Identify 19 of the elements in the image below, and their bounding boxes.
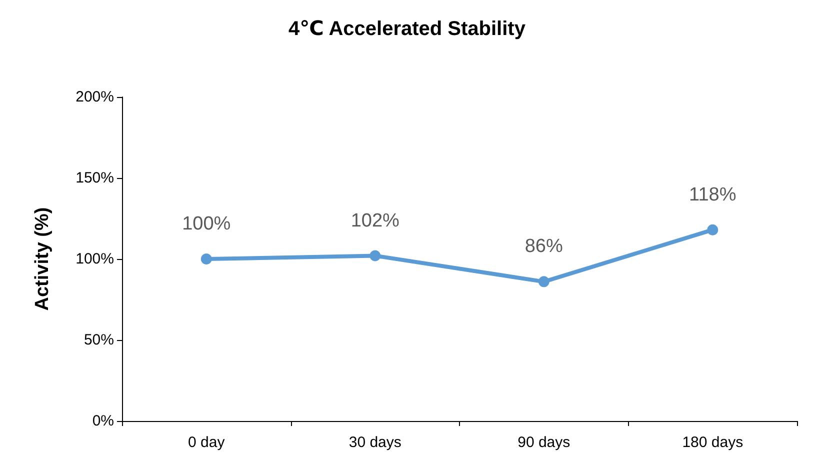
x-tick-label: 90 days	[518, 434, 570, 451]
data-label: 100%	[182, 214, 231, 234]
y-tick-label: 150%	[76, 170, 114, 186]
x-tick-label: 180 days	[682, 434, 744, 451]
y-tick-label: 0%	[92, 412, 114, 430]
point	[707, 224, 718, 236]
x-tick-label: 30 days	[348, 434, 402, 451]
x-tick-label: 0 day	[188, 434, 226, 451]
data-label: 86%	[524, 236, 563, 258]
point	[200, 254, 212, 264]
point	[538, 276, 550, 288]
y-axis-title: Activity (%)	[32, 207, 53, 311]
y-tick-label: 50%	[84, 332, 114, 348]
data-label: 102%	[350, 210, 400, 232]
y-tick-label: 100%	[76, 250, 114, 268]
y-tick-label: 200%	[76, 88, 114, 106]
point	[370, 250, 381, 262]
data-label: 118%	[689, 184, 736, 206]
chart-title: 4℃ Accelerated Stability	[288, 18, 526, 40]
